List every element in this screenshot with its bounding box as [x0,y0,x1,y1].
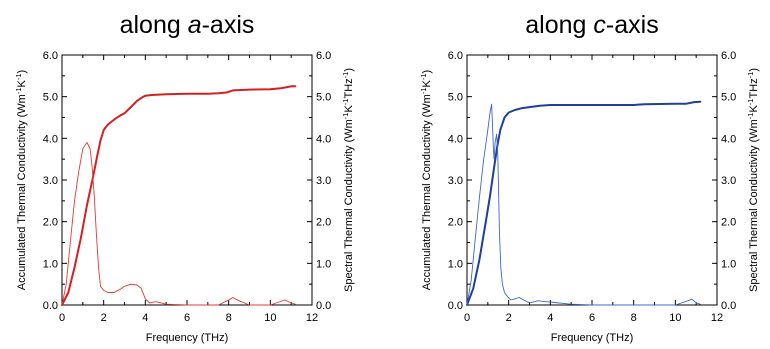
y-tick-label-left: 2.0 [43,217,58,229]
x-tick-label: 2 [101,312,107,324]
y-tick-label-left: 4.0 [43,133,58,145]
y-label-right-text: K [748,105,760,113]
plot-frame [61,54,313,306]
y-label-right-sup: -1 [341,72,350,79]
y-tick-label-left: 3.0 [448,175,463,187]
y-tick-label-right: 6.0 [316,50,331,62]
x-tick-label: 4 [142,312,148,324]
y-label-right-sup: -1 [746,99,755,106]
y-tick-label-left: 4.0 [448,133,463,145]
series-line-spectral [466,103,701,306]
y-label-left-sup: -1 [419,87,428,94]
plot-frame [466,54,718,306]
y-label-left-text: ) [16,70,28,74]
x-tick-label: 0 [464,312,470,324]
y-tick-label-right: 6.0 [721,50,736,62]
y-tick-label-left: 5.0 [448,92,463,104]
y-tick-label-left: 1.0 [43,258,58,270]
y-axis-label-left: Accumulated Thermal Conductivity (Wm-1K-… [419,70,433,290]
chart-title-suffix: -axis [606,11,659,39]
x-tick-label: 10 [264,312,276,324]
y-tick-label-left: 0.0 [448,300,463,312]
y-tick-label-left: 2.0 [448,217,463,229]
x-tick-label: 2 [506,312,512,324]
y-label-right-sup: -1 [746,113,755,120]
y-label-right-text: THz [748,78,760,98]
y-tick-label-right: 3.0 [316,175,331,187]
y-tick-label-left: 6.0 [43,50,58,62]
y-tick-label-left: 1.0 [448,258,463,270]
y-label-left-sup: -1 [419,73,428,80]
series-line-accumulated [61,85,297,306]
y-tick-label-right: 5.0 [316,92,331,104]
series-line-spectral [61,142,296,306]
chart-title-axis: a [188,11,202,39]
chart-title: along a-axis [120,11,255,39]
y-label-left-sup: -1 [14,73,23,80]
x-tick-label: 8 [226,312,232,324]
y-tick-label-right: 1.0 [721,258,736,270]
x-tick-label: 10 [669,312,681,324]
y-axis-label-right: Spectral Thermal Conductivity (Wm-1K-1TH… [746,68,760,292]
y-label-right-sup: -1 [746,72,755,79]
y-label-right-text: ) [748,68,760,72]
y-label-left-text: Accumulated Thermal Conductivity (Wm [16,94,28,290]
y-tick-label-left: 5.0 [43,92,58,104]
y-label-right-text: THz [343,78,355,98]
y-tick-label-right: 5.0 [721,92,736,104]
y-label-left-sup: -1 [14,87,23,94]
y-tick-label-right: 2.0 [721,217,736,229]
y-label-right-text: Spectral Thermal Conductivity (Wm [343,119,355,292]
y-tick-label-left: 0.0 [43,300,58,312]
chart-title-suffix: -axis [202,11,255,39]
series-line-accumulated [466,100,702,306]
y-label-right-sup: -1 [341,99,350,106]
y-label-right-text: K [343,105,355,113]
y-tick-label-right: 0.0 [721,300,736,312]
x-tick-label: 8 [631,312,637,324]
x-axis-label: Frequency (THz) [551,332,634,344]
y-label-left-text: K [16,79,28,87]
chart-title: along c-axis [525,11,658,39]
y-tick-label-right: 4.0 [316,133,331,145]
y-label-right-text: ) [343,68,355,72]
x-tick-label: 0 [59,312,65,324]
chart-title-axis: c [593,11,606,39]
x-tick-label: 12 [711,312,723,324]
y-label-right-text: Spectral Thermal Conductivity (Wm [748,119,760,292]
y-axis-label-left: Accumulated Thermal Conductivity (Wm-1K-… [14,70,28,290]
y-tick-label-right: 2.0 [316,217,331,229]
y-axis-label-right: Spectral Thermal Conductivity (Wm-1K-1TH… [341,68,355,292]
x-tick-label: 6 [589,312,595,324]
y-label-left-text: Accumulated Thermal Conductivity (Wm [421,94,433,290]
y-label-left-text: K [421,79,433,87]
y-tick-label-right: 4.0 [721,133,736,145]
y-tick-label-right: 1.0 [316,258,331,270]
y-tick-label-right: 0.0 [316,300,331,312]
chart-title-prefix: along [525,11,593,39]
x-axis-label: Frequency (THz) [146,332,229,344]
chart-title-prefix: along [120,11,188,39]
x-tick-label: 4 [547,312,553,324]
y-tick-label-right: 3.0 [721,175,736,187]
y-tick-label-left: 3.0 [43,175,58,187]
y-label-left-text: ) [421,70,433,74]
x-tick-label: 6 [184,312,190,324]
y-label-right-sup: -1 [341,113,350,120]
y-tick-label-left: 6.0 [448,50,463,62]
x-tick-label: 12 [306,312,318,324]
